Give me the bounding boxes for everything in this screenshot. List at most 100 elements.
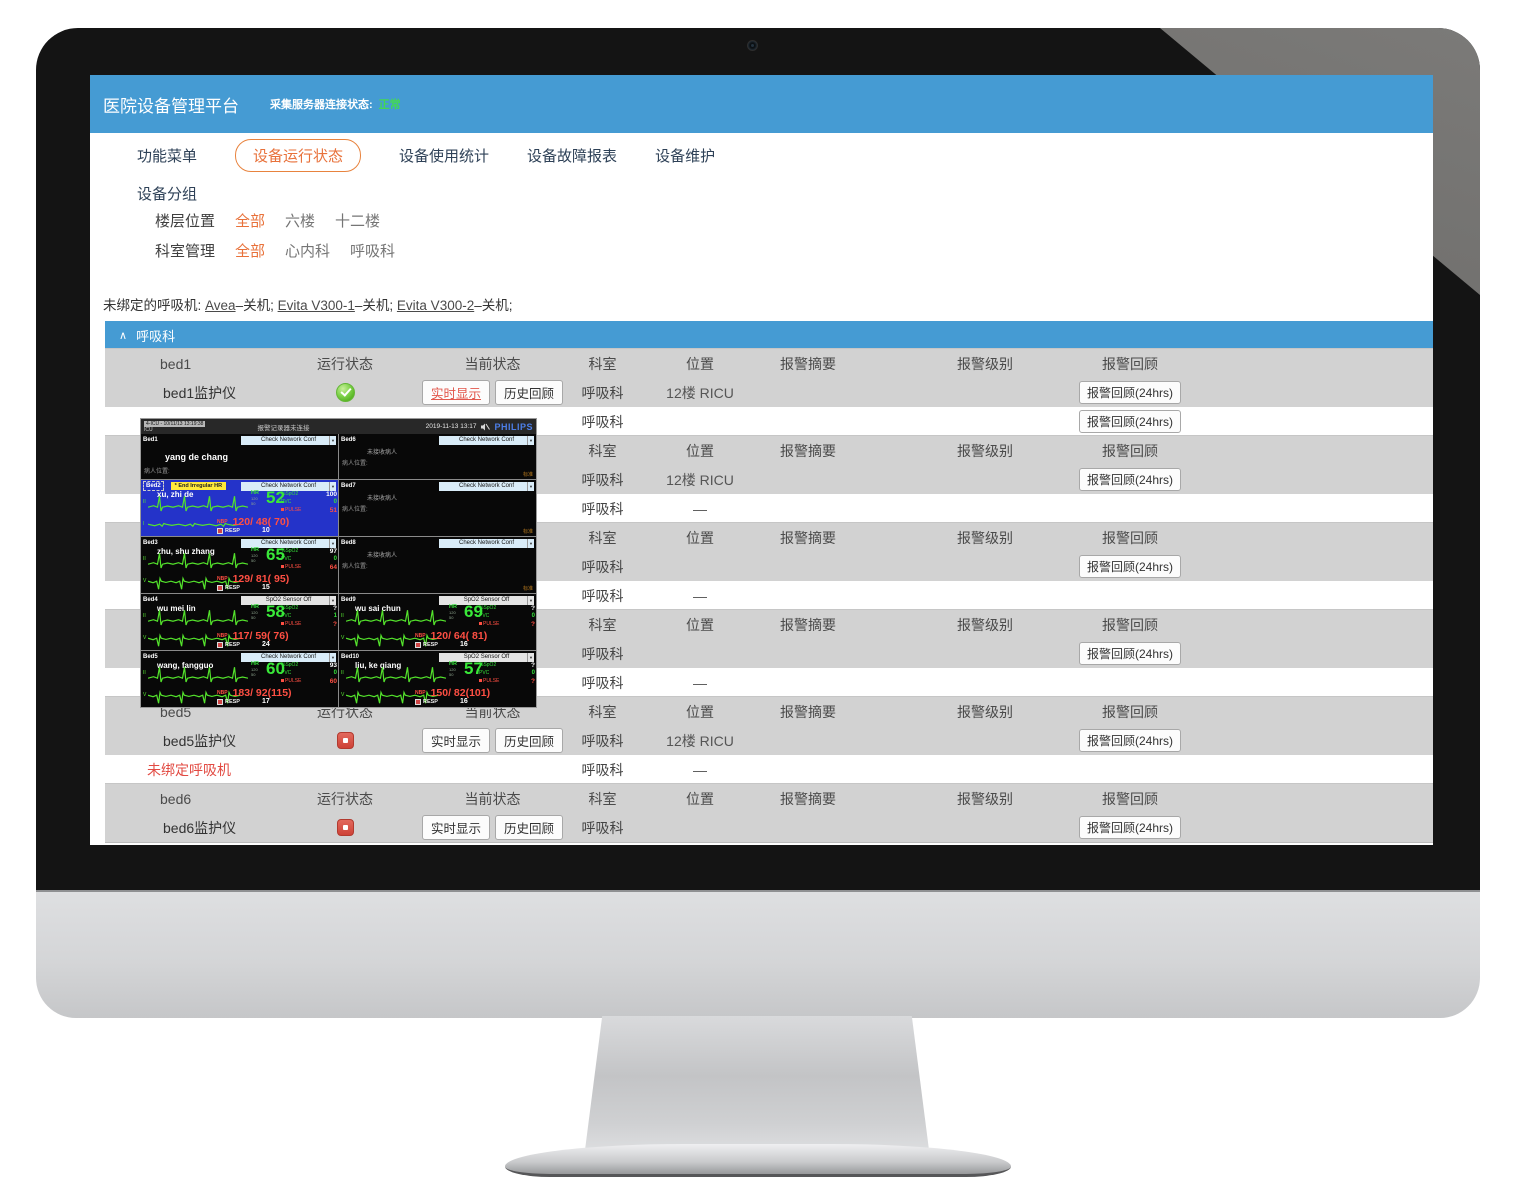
- bed-name: bed1: [160, 355, 192, 372]
- device-row: bed1监护仪 实时显示 历史回顾 呼吸科 12楼 RICU 报警回顾(24hrs…: [105, 378, 1433, 407]
- tab-device-maintenance[interactable]: 设备维护: [655, 147, 716, 165]
- pulse-value: ?: [333, 620, 337, 628]
- location-cell: —: [693, 761, 707, 778]
- server-status-label: 采集服务器连接状态:: [270, 99, 373, 111]
- filter-floor-6[interactable]: 六楼: [285, 213, 316, 230]
- chevron-down-icon: ▼: [527, 538, 533, 548]
- tile-dropdown[interactable]: Check Network Conf ▼: [439, 435, 534, 445]
- section-respiratory-bar[interactable]: ∧ 呼吸科: [105, 321, 1433, 349]
- hr-label: HR: [449, 661, 457, 667]
- alarm-review-24h-button[interactable]: 报警回顾(24hrs): [1078, 729, 1181, 752]
- pulse-value: 64: [329, 563, 337, 571]
- col-alarm-summary: 报警摘要: [780, 442, 836, 459]
- filter-department-cardiology[interactable]: 心内科: [285, 243, 331, 260]
- alarm-review-24h-button[interactable]: 报警回顾(24hrs): [1078, 468, 1181, 491]
- pvc-value: 0: [333, 669, 337, 676]
- nav-row: 功能菜单 设备运行状态 设备使用统计 设备故障报表 设备维护: [137, 133, 715, 177]
- spo2-value: ?: [531, 661, 535, 669]
- monitor-stand-neck: [585, 1016, 929, 1150]
- alarm-review-24h-button[interactable]: 报警回顾(24hrs): [1078, 642, 1181, 665]
- monitor-tile-bed7: Bed7 Check Network Conf ▼ 未接收病人 病人位置: 标准: [339, 480, 536, 536]
- filter-department-respiratory[interactable]: 呼吸科: [350, 243, 396, 260]
- nbp-label: NBP: [415, 690, 426, 696]
- department-cell: 呼吸科: [581, 732, 624, 749]
- resp-icon: [217, 698, 223, 705]
- tile-dropdown[interactable]: Check Network Conf ▼: [439, 481, 534, 491]
- hr-high-limit: 120: [251, 610, 258, 615]
- col-alarm-level: 报警级别: [957, 355, 1013, 372]
- history-review-button[interactable]: 历史回顾: [495, 815, 564, 840]
- device-grouping-title: 设备分组: [137, 186, 198, 203]
- run-status-cell: [275, 383, 415, 402]
- collapse-chevron-icon[interactable]: ∧: [119, 329, 128, 342]
- monitor-alarm-field: 4-ICU - 10/11/13 13:19:38: [144, 420, 206, 427]
- chevron-down-icon: ▼: [329, 538, 335, 548]
- tile-dropdown[interactable]: SpO2 Sensor Off ▼: [241, 595, 336, 605]
- tab-device-fault-report[interactable]: 设备故障报表: [527, 147, 618, 165]
- tile-dropdown[interactable]: Check Network Conf ▼: [241, 538, 336, 548]
- tile-dropdown[interactable]: Check Network Conf ▼: [241, 652, 336, 662]
- department-cell: 呼吸科: [581, 587, 624, 604]
- pulse-icon: [281, 678, 284, 682]
- realtime-display-button[interactable]: 实时显示: [421, 380, 490, 405]
- monitor-tile-bed2: Bed2 * End Irregular HR Check Network Co…: [141, 480, 338, 536]
- nbp-value: 120/ 48( 70): [232, 516, 290, 528]
- bed-id-label: Bed9: [341, 597, 356, 603]
- filter-floor-all[interactable]: 全部: [235, 213, 266, 230]
- alarm-review-24h-button[interactable]: 报警回顾(24hrs): [1078, 816, 1181, 839]
- no-patient-label: 未接收病人: [367, 496, 398, 502]
- resp-value: 16: [459, 698, 468, 705]
- filter-floor-12[interactable]: 十二楼: [335, 213, 381, 230]
- pvc-label: PVC: [281, 612, 292, 619]
- tile-header: Bed9 SpO2 Sensor Off ▼: [339, 594, 536, 605]
- screen-mode-label: 标准: [522, 472, 533, 478]
- alarm-review-24h-button[interactable]: 报警回顾(24hrs): [1078, 410, 1181, 433]
- unbound-ventilators-line: 未绑定的呼吸机: Avea–关机; Evita V300-1–关机; Evita…: [103, 294, 512, 314]
- browser-screen: 医院设备管理平台 采集服务器连接状态: 正常 功能菜单 设备运行状态 设备使用统…: [90, 75, 1433, 845]
- bed-id-label: Bed2: [143, 481, 164, 491]
- tile-dropdown[interactable]: SpO2 Sensor Off ▼: [439, 652, 534, 662]
- ecg-waveform: [148, 553, 248, 569]
- ecg-lead-label: V: [143, 578, 147, 584]
- pulse-label: PULSE: [281, 564, 301, 571]
- tab-device-usage-stats[interactable]: 设备使用统计: [399, 147, 490, 165]
- tile-dropdown[interactable]: Check Network Conf ▼: [241, 481, 336, 491]
- realtime-display-button[interactable]: 实时显示: [421, 815, 490, 840]
- col-location: 位置: [686, 703, 714, 720]
- unbound-link-avea[interactable]: Avea: [205, 298, 236, 313]
- nbp-label: NBP: [415, 633, 426, 639]
- alarm-review-24h-button[interactable]: 报警回顾(24hrs): [1078, 381, 1181, 404]
- ventilator-label: 未绑定呼吸机: [147, 761, 231, 778]
- hr-high-limit: 120: [251, 496, 258, 501]
- spo2-label: %SpO2: [281, 604, 299, 611]
- vitals-block: HR 120 50 57 %SpO2? PVC 0 PULSE?: [449, 659, 535, 687]
- unbound-link-evita-v300-1[interactable]: Evita V300-1: [277, 298, 355, 313]
- vitals-block: HR 120 50 58 %SpO2? PVC 1 PULSE?: [251, 602, 337, 630]
- col-alarm-level: 报警级别: [957, 616, 1013, 633]
- tile-dropdown[interactable]: Check Network Conf ▼: [241, 435, 336, 445]
- nav-menu-label[interactable]: 功能菜单: [137, 147, 198, 165]
- bed-id-label: Bed5: [143, 654, 158, 660]
- current-status-cell: 实时显示 历史回顾: [415, 380, 570, 405]
- col-run-status: 运行状态: [317, 790, 373, 807]
- history-review-button[interactable]: 历史回顾: [495, 728, 564, 753]
- unbound-status: –关机;: [354, 298, 394, 313]
- unbound-link-evita-v300-2[interactable]: Evita V300-2: [396, 298, 475, 313]
- col-run-status: 运行状态: [317, 355, 373, 372]
- tile-dropdown[interactable]: SpO2 Sensor Off ▼: [439, 595, 534, 605]
- realtime-display-button[interactable]: 实时显示: [421, 728, 490, 753]
- monitor-unit-label: ICU: [144, 426, 153, 433]
- filter-department-all[interactable]: 全部: [235, 243, 266, 260]
- hr-low-limit: 50: [251, 672, 256, 677]
- vitals-block: HR 120 50 65 %SpO2 97 PVC 0 PULSE 64: [251, 545, 337, 573]
- pvc-label: PVC: [281, 498, 292, 505]
- server-status: 采集服务器连接状态: 正常: [270, 75, 401, 133]
- tile-dropdown[interactable]: Check Network Conf ▼: [439, 538, 534, 548]
- device-name: bed5监护仪: [163, 732, 237, 749]
- monitor-tile-bed4: Bed4 SpO2 Sensor Off ▼ wu mei lin II V HR…: [141, 594, 338, 650]
- tab-device-run-status[interactable]: 设备运行状态: [235, 138, 362, 172]
- history-review-button[interactable]: 历史回顾: [495, 380, 564, 405]
- ecg-lead-label: I: [143, 521, 145, 527]
- patient-name: xu, zhi de: [157, 490, 194, 499]
- alarm-review-24h-button[interactable]: 报警回顾(24hrs): [1078, 555, 1181, 578]
